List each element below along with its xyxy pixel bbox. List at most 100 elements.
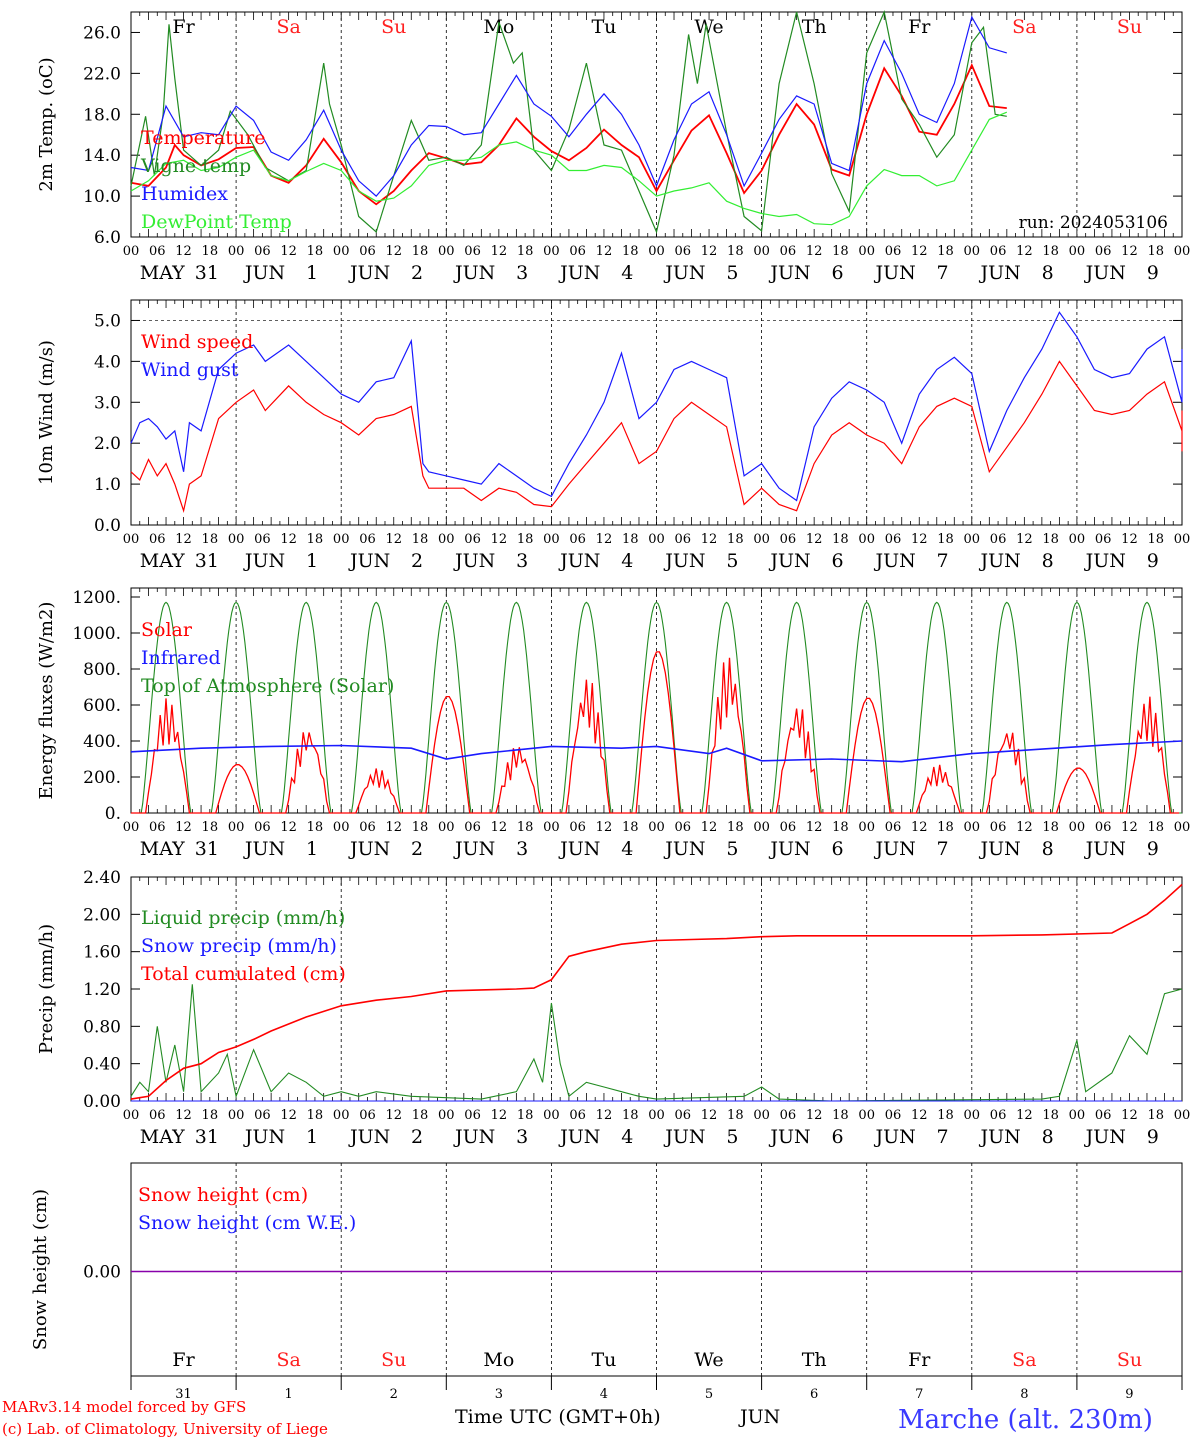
- x-hour-label: 18: [937, 532, 954, 547]
- x-hour-label: 06: [569, 244, 586, 259]
- x-hour-label: 06: [359, 820, 376, 835]
- x-hour-label: 06: [254, 820, 271, 835]
- y-tick-label: 10.0: [83, 187, 121, 207]
- panel-frame: [130, 11, 1183, 238]
- x-hour-label: 00: [123, 244, 140, 259]
- day-number-label: 5: [705, 1387, 713, 1402]
- x-hour-label: 12: [175, 244, 192, 259]
- x-month-label: JUN: [663, 838, 705, 860]
- weekday-label: Su: [1117, 16, 1142, 38]
- legend-entry: DewPoint Temp: [141, 211, 292, 233]
- x-hour-label: 12: [596, 532, 613, 547]
- x-hour-label: 12: [491, 532, 508, 547]
- x-day-label: 31: [195, 838, 219, 860]
- x-hour-label: 18: [517, 244, 534, 259]
- y-tick-label: 6.0: [94, 228, 121, 248]
- x-hour-label: 00: [964, 244, 981, 259]
- series-line: [130, 360, 1183, 513]
- x-hour-label: 12: [175, 532, 192, 547]
- y-tick-label: 14.0: [83, 146, 121, 166]
- x-day-label: 8: [1042, 550, 1054, 572]
- x-day-label: 6: [831, 1126, 843, 1148]
- x-month-label: JUN: [1084, 838, 1126, 860]
- x-hour-label: 00: [648, 820, 665, 835]
- x-hour-label: 00: [1069, 1108, 1086, 1123]
- x-hour-label: 00: [438, 244, 455, 259]
- x-hour-label: 06: [780, 532, 797, 547]
- x-hour-label: 12: [1016, 244, 1033, 259]
- legend-entry: Wind gust: [141, 359, 239, 381]
- x-day-label: 3: [516, 838, 528, 860]
- legend-entry: Temperature: [141, 127, 265, 149]
- weekday-label: Fr: [172, 1349, 195, 1371]
- x-hour-label: 00: [1174, 244, 1191, 259]
- x-month-label: JUN: [243, 262, 285, 284]
- x-day-label: 3: [516, 550, 528, 572]
- weekday-label: Th: [802, 1349, 827, 1371]
- x-hour-label: 00: [964, 1108, 981, 1123]
- x-hour-label: 06: [885, 244, 902, 259]
- x-hour-label: 18: [622, 244, 639, 259]
- x-month-label: JUN: [1084, 1126, 1126, 1148]
- x-hour-label: 18: [202, 1108, 219, 1123]
- y-tick-label: 0.00: [83, 1092, 121, 1112]
- x-day-label: 2: [411, 1126, 423, 1148]
- footer-model-credit: MARv3.14 model forced by GFS: [2, 1398, 246, 1416]
- weekday-label: Th: [802, 16, 827, 38]
- x-hour-label: 06: [464, 1108, 481, 1123]
- x-day-label: 6: [831, 262, 843, 284]
- x-hour-label: 18: [937, 820, 954, 835]
- x-hour-label: 12: [596, 820, 613, 835]
- x-hour-label: 00: [333, 1108, 350, 1123]
- day-number-label: 2: [390, 1387, 398, 1402]
- x-hour-label: 18: [937, 244, 954, 259]
- legend-entry: Solar: [141, 619, 193, 641]
- x-hour-label: 12: [491, 820, 508, 835]
- x-hour-label: 06: [990, 1108, 1007, 1123]
- x-hour-label: 12: [701, 244, 718, 259]
- x-hour-label: 00: [858, 820, 875, 835]
- x-hour-label: 06: [149, 532, 166, 547]
- x-hour-label: 18: [1042, 820, 1059, 835]
- weekday-label: Su: [381, 16, 406, 38]
- series-line: [130, 311, 1183, 502]
- x-hour-label: 18: [1042, 244, 1059, 259]
- x-hour-label: 00: [543, 1108, 560, 1123]
- x-hour-label: 12: [385, 244, 402, 259]
- x-hour-label: 12: [806, 532, 823, 547]
- x-month-label: JUN: [453, 1126, 495, 1148]
- x-hour-label: 12: [1121, 820, 1138, 835]
- x-hour-label: 06: [990, 244, 1007, 259]
- x-hour-label: 06: [990, 532, 1007, 547]
- x-hour-label: 12: [1121, 532, 1138, 547]
- x-day-label: 9: [1147, 838, 1159, 860]
- x-hour-label: 00: [753, 1108, 770, 1123]
- x-hour-label: 12: [596, 244, 613, 259]
- x-hour-label: 00: [753, 820, 770, 835]
- x-day-label: 8: [1042, 838, 1054, 860]
- y-tick-label: 1000.: [72, 624, 121, 644]
- x-hour-label: 12: [806, 1108, 823, 1123]
- x-hour-label: 06: [1095, 1108, 1112, 1123]
- weekday-label: Tu: [591, 16, 616, 38]
- x-hour-label: 12: [701, 532, 718, 547]
- x-day-label: 8: [1042, 262, 1054, 284]
- x-hour-label: 18: [727, 820, 744, 835]
- x-hour-label: 12: [280, 820, 297, 835]
- weekday-label: Mo: [483, 1349, 514, 1371]
- x-hour-label: 06: [780, 820, 797, 835]
- x-month-label: JUN: [348, 262, 390, 284]
- weekday-label: Tu: [591, 1349, 616, 1371]
- x-month-label: JUN: [1084, 262, 1126, 284]
- weekday-label: Sa: [276, 1349, 300, 1371]
- y-axis-label: Precip (mm/h): [36, 924, 57, 1054]
- x-hour-label: 12: [491, 244, 508, 259]
- x-hour-label: 12: [385, 532, 402, 547]
- x-hour-label: 18: [307, 532, 324, 547]
- x-hour-label: 12: [911, 1108, 928, 1123]
- x-day-label: 7: [937, 1126, 949, 1148]
- weekday-label: We: [694, 16, 723, 38]
- weekday-label: Fr: [908, 16, 931, 38]
- x-month-label: JUN: [663, 550, 705, 572]
